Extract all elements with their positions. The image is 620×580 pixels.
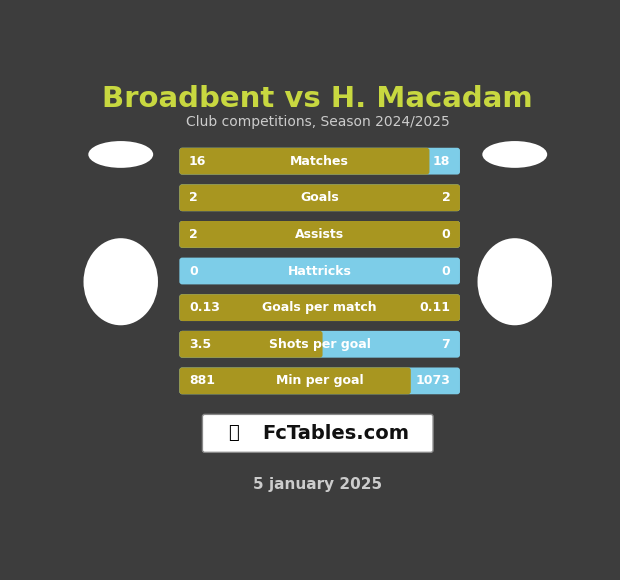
- FancyBboxPatch shape: [179, 148, 430, 175]
- Text: 0: 0: [441, 264, 450, 277]
- FancyBboxPatch shape: [179, 331, 460, 358]
- Text: Goals: Goals: [300, 191, 339, 204]
- Text: 2: 2: [189, 191, 198, 204]
- FancyBboxPatch shape: [179, 368, 460, 394]
- FancyBboxPatch shape: [179, 221, 460, 248]
- Text: 5 january 2025: 5 january 2025: [253, 477, 383, 491]
- Text: 881: 881: [189, 374, 215, 387]
- Text: FcTables.com: FcTables.com: [262, 424, 409, 443]
- Text: 0: 0: [441, 228, 450, 241]
- Text: 0.11: 0.11: [419, 301, 450, 314]
- Text: 7: 7: [441, 338, 450, 351]
- Text: Hattricks: Hattricks: [288, 264, 352, 277]
- Text: Assists: Assists: [295, 228, 344, 241]
- FancyBboxPatch shape: [179, 368, 411, 394]
- FancyBboxPatch shape: [202, 414, 433, 452]
- Text: 0: 0: [189, 264, 198, 277]
- FancyBboxPatch shape: [179, 184, 460, 211]
- FancyBboxPatch shape: [179, 148, 460, 175]
- FancyBboxPatch shape: [179, 294, 460, 321]
- Text: 18: 18: [433, 155, 450, 168]
- Text: 📊: 📊: [228, 425, 239, 443]
- FancyBboxPatch shape: [179, 221, 460, 248]
- FancyBboxPatch shape: [179, 331, 322, 358]
- Text: 0.13: 0.13: [189, 301, 220, 314]
- Ellipse shape: [477, 238, 552, 325]
- Ellipse shape: [482, 141, 547, 168]
- Text: Shots per goal: Shots per goal: [268, 338, 371, 351]
- Text: Min per goal: Min per goal: [276, 374, 363, 387]
- Text: 2: 2: [189, 228, 198, 241]
- Text: Club competitions, Season 2024/2025: Club competitions, Season 2024/2025: [186, 115, 450, 129]
- Text: 3.5: 3.5: [189, 338, 211, 351]
- Text: 16: 16: [189, 155, 206, 168]
- FancyBboxPatch shape: [179, 294, 460, 321]
- Text: 1073: 1073: [415, 374, 450, 387]
- Ellipse shape: [88, 141, 153, 168]
- FancyBboxPatch shape: [179, 258, 460, 284]
- Text: Broadbent vs H. Macadam: Broadbent vs H. Macadam: [102, 85, 533, 113]
- Text: 2: 2: [441, 191, 450, 204]
- FancyBboxPatch shape: [179, 184, 460, 211]
- Text: Goals per match: Goals per match: [262, 301, 377, 314]
- Text: Matches: Matches: [290, 155, 349, 168]
- Ellipse shape: [84, 238, 158, 325]
